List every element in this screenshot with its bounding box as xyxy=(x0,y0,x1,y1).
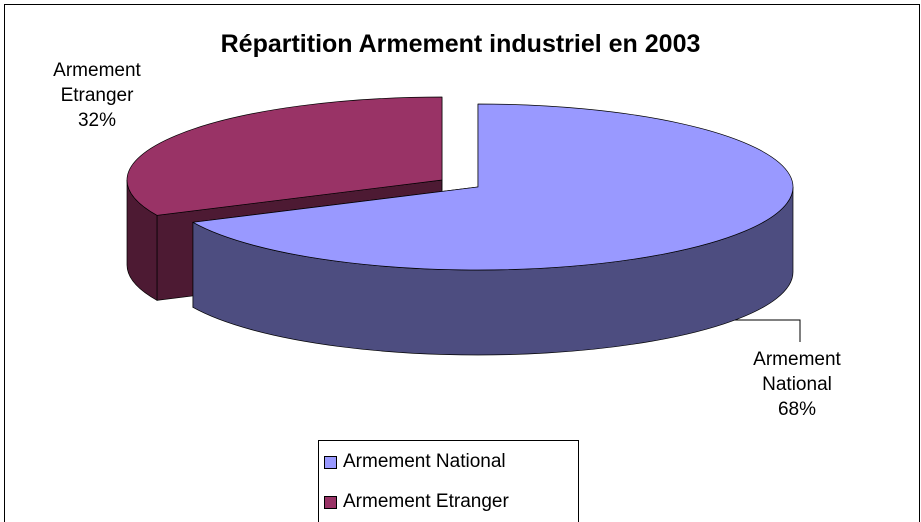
legend-entry: Armement Etranger xyxy=(324,491,509,513)
legend-label: Armement National xyxy=(343,451,506,472)
slice xyxy=(191,103,794,356)
label-category: Armement Etranger xyxy=(53,60,141,106)
leader-line xyxy=(730,319,801,342)
chart-border xyxy=(4,4,920,522)
slice-top xyxy=(126,96,443,216)
label-value: 68% xyxy=(777,399,817,420)
slice-top xyxy=(191,103,794,271)
legend-swatch xyxy=(324,495,337,509)
data-label: Armement National 68% xyxy=(732,347,862,422)
label-value: 32% xyxy=(77,110,117,131)
legend-box xyxy=(318,440,579,522)
label-category: Armement National xyxy=(753,349,841,395)
data-label: Armement Etranger 32% xyxy=(32,58,162,133)
legend-label: Armement Etranger xyxy=(343,491,509,512)
chart-title: Répartition Armement industriel en 2003 xyxy=(220,30,701,58)
legend-entry: Armement National xyxy=(324,451,506,473)
legend-swatch xyxy=(324,455,337,469)
